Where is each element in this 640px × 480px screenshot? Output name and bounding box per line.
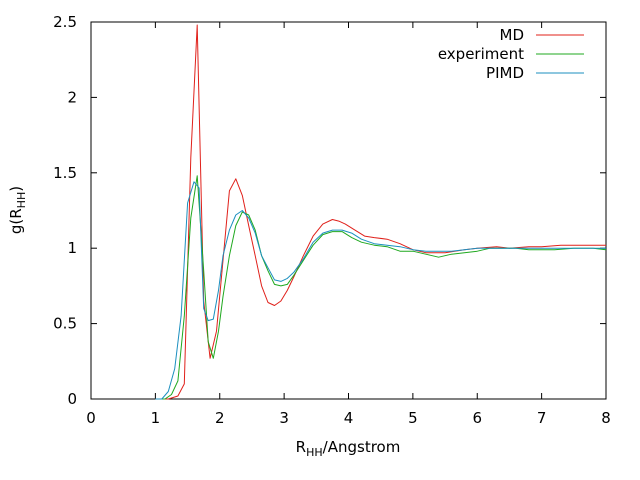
x-axis-label: RHH/Angstrom — [296, 438, 401, 459]
x-tick-label: 5 — [408, 409, 418, 427]
axis-ticks: 0 1 2 3 4 5 6 7 8 0 0.5 1 1.5 2 2.5 — [53, 13, 611, 427]
x-tick-label: 2 — [215, 409, 225, 427]
y-tick-label: 2.5 — [53, 13, 77, 31]
legend-label-md: MD — [500, 26, 525, 44]
x-tick-label: 7 — [537, 409, 547, 427]
x-tick-label: 4 — [344, 409, 354, 427]
series-line-pimd — [155, 181, 606, 400]
x-axis-label-rest: /Angstrom — [323, 438, 401, 456]
y-tick-label: 0 — [67, 390, 77, 408]
x-tick-label: 8 — [601, 409, 611, 427]
x-tick-label: 0 — [86, 409, 96, 427]
legend-label-experiment: experiment — [438, 45, 524, 63]
y-axis-label-sub: HH — [15, 192, 28, 209]
x-axis-label-main: R — [296, 438, 306, 456]
y-axis-label-main: g(R — [7, 208, 25, 234]
y-tick-label: 0.5 — [53, 315, 77, 333]
series-line-md — [155, 24, 606, 400]
y-tick-label: 1.5 — [53, 164, 77, 182]
x-tick-label: 3 — [279, 409, 289, 427]
y-tick-label: 2 — [67, 88, 77, 106]
series-group — [155, 24, 607, 400]
plot-frame — [90, 21, 607, 400]
series-line-experiment — [155, 175, 607, 400]
legend-label-pimd: PIMD — [486, 64, 524, 82]
y-tick-label: 1 — [67, 239, 77, 257]
y-axis-label-rest: ) — [7, 186, 25, 192]
y-axis-label: g(RHH) — [7, 186, 28, 234]
x-tick-label: 6 — [472, 409, 482, 427]
x-tick-label: 1 — [151, 409, 161, 427]
x-axis-label-sub: HH — [306, 446, 323, 459]
